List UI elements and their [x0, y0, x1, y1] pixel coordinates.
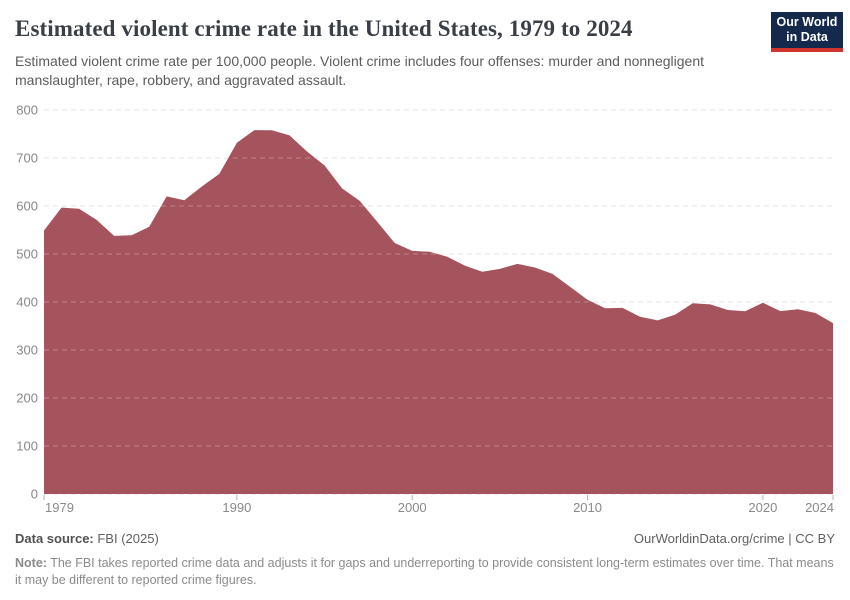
y-axis-tick-label: 200	[16, 391, 38, 406]
y-axis-tick-label: 600	[16, 199, 38, 214]
area-series-united-states[interactable]	[44, 130, 833, 494]
owid-logo-line2: in Data	[786, 30, 828, 44]
y-axis-tick-label: 800	[16, 103, 38, 118]
owid-logo-line1: Our World	[776, 15, 838, 29]
y-axis-tick-label: 500	[16, 247, 38, 262]
owid-logo[interactable]: Our World in Data	[771, 12, 843, 52]
chart-footer: Data source: FBI (2025) OurWorldinData.o…	[15, 531, 835, 588]
y-axis-tick-label: 100	[16, 439, 38, 454]
note-label: Note:	[15, 556, 47, 570]
chart-title: Estimated violent crime rate in the Unit…	[15, 16, 633, 41]
note-text: The FBI takes reported crime data and ad…	[15, 556, 834, 587]
y-axis-tick-label: 700	[16, 151, 38, 166]
x-axis-tick-label: 2010	[573, 500, 602, 515]
y-axis-tick-label: 0	[31, 487, 38, 502]
y-axis-tick-label: 400	[16, 295, 38, 310]
attribution-link[interactable]: OurWorldinData.org/crime | CC BY	[633, 531, 835, 546]
x-axis-tick-label: 1990	[222, 500, 251, 515]
x-axis-tick-label: 2000	[398, 500, 427, 515]
data-source-value: FBI (2025)	[93, 531, 159, 546]
x-axis-tick-label: 2020	[748, 500, 777, 515]
x-axis-tick-label: 2024	[805, 500, 834, 515]
area-chart: 0 100 200 300 400 500 600 700 800 1979 1990 2000 201…	[0, 98, 850, 522]
chart-subtitle: Estimated violent crime rate per 100,000…	[15, 53, 705, 88]
y-axis-tick-label: 300	[16, 343, 38, 358]
data-source-label: Data source:	[15, 531, 94, 546]
source-row: Data source: FBI (2025) OurWorldinData.o…	[15, 531, 835, 546]
x-axis-tick-label: 1979	[45, 500, 74, 515]
area-chart-svg: 0 100 200 300 400 500 600 700 800 1979 1990 2000 201…	[16, 103, 834, 515]
data-source: Data source: FBI (2025)	[15, 531, 159, 546]
chart-header: Estimated violent crime rate in the Unit…	[0, 0, 850, 96]
chart-note: Note: The FBI takes reported crime data …	[15, 555, 837, 588]
